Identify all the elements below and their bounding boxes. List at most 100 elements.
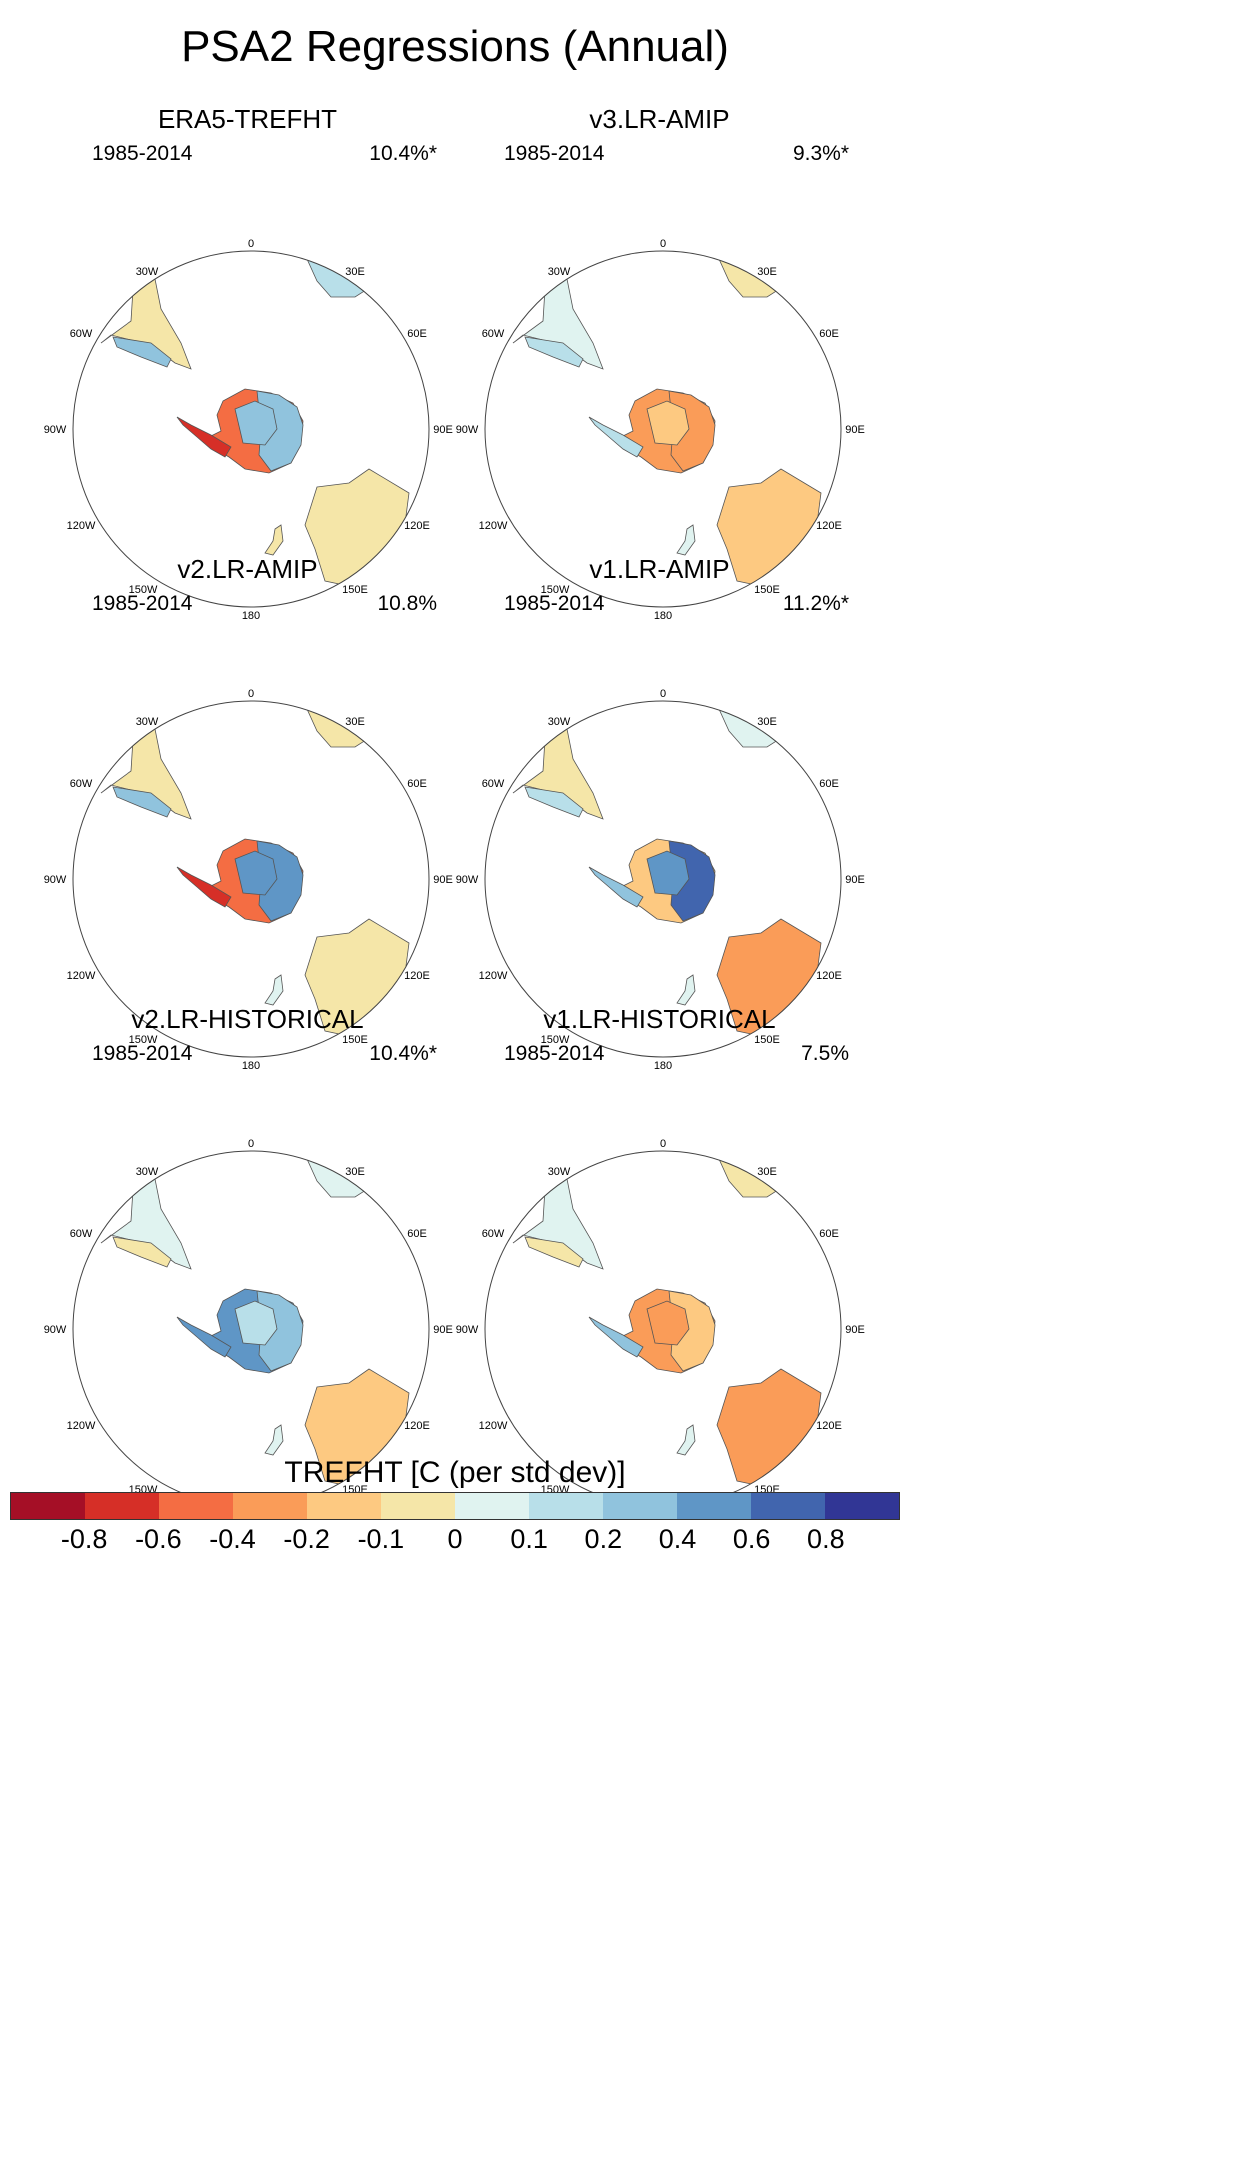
longitude-label: 60E: [407, 778, 427, 790]
map-panel: 0 30E 60E 90E 120E 150E 180 150W 120W 90W 60W 30W v1…: [432, 554, 887, 1074]
colorbar-labels: -0.8 -0.6 -0.4 -0.2 -0.1 0 0.1 0.2 0.4 0.6 0.8: [10, 1524, 900, 1564]
longitude-label: 90W: [456, 424, 479, 436]
variance-label: 10.4%*: [369, 1042, 437, 1065]
antarctic-interior-region: [646, 850, 690, 896]
longitude-label: 120W: [479, 1420, 508, 1432]
longitude-label: 90E: [845, 424, 865, 436]
colorbar-swatch: [233, 1493, 307, 1519]
period-label: 1985-2014: [504, 1042, 605, 1065]
longitude-label: 120W: [67, 520, 96, 532]
panel-title: v2.LR-AMIP: [177, 554, 318, 584]
longitude-label: 180: [654, 1060, 672, 1072]
longitude-label: 60E: [407, 1228, 427, 1240]
longitude-label: 90E: [845, 874, 865, 886]
variance-label: 9.3%*: [792, 142, 849, 165]
map-panel: 0 30E 60E 90E 120E 150E 180 150W 120W 90W 60W 30W v1…: [432, 1004, 887, 1524]
longitude-label: 150E: [342, 584, 368, 596]
longitude-label: 90W: [456, 1324, 479, 1336]
longitude-label: 120W: [479, 520, 508, 532]
longitude-label: 60W: [70, 778, 93, 790]
patagonia-region: [524, 1236, 584, 1268]
colorbar-tick-label: -0.6: [135, 1524, 182, 1554]
longitude-label: 30W: [136, 1166, 159, 1178]
variance-label: 10.8%: [377, 592, 437, 615]
longitude-label: 150E: [754, 1034, 780, 1046]
longitude-label: 60W: [482, 328, 505, 340]
variance-label: 11.2%*: [782, 592, 849, 615]
colorbar-swatch: [11, 1493, 85, 1519]
antarctic-interior-region: [234, 850, 278, 896]
longitude-label: 60E: [407, 328, 427, 340]
patagonia-region: [112, 1236, 172, 1268]
new-zealand-region: [264, 524, 284, 556]
new-zealand-region: [676, 974, 696, 1006]
new-zealand-region: [676, 524, 696, 556]
longitude-label: 150E: [342, 1034, 368, 1046]
longitude-label: 120E: [816, 520, 842, 532]
panel-title: v2.LR-HISTORICAL: [131, 1004, 364, 1034]
colorbar-tick-label: -0.2: [283, 1524, 330, 1554]
panel-title: v3.LR-AMIP: [589, 104, 730, 134]
map-panel: 0 30E 60E 90E 120E 150E 180 150W 120W 90W 60W 30W ER…: [20, 104, 475, 624]
longitude-label: 0: [660, 688, 666, 700]
longitude-label: 120E: [404, 1420, 430, 1432]
longitude-label: 120E: [404, 520, 430, 532]
longitude-label: 60E: [819, 1228, 839, 1240]
longitude-label: 120E: [816, 1420, 842, 1432]
variance-label: 10.4%*: [369, 142, 437, 165]
colorbar-tick-label: 0: [447, 1524, 463, 1554]
longitude-label: 90E: [433, 424, 453, 436]
map-boundary: [484, 700, 842, 1058]
patagonia-region: [524, 786, 584, 818]
longitude-label: 150E: [754, 584, 780, 596]
antarctic-peninsula-region: [588, 1316, 644, 1358]
period-label: 1985-2014: [92, 1042, 193, 1065]
colorbar-tick-label: 0.2: [584, 1524, 623, 1554]
period-label: 1985-2014: [504, 142, 605, 165]
period-label: 1985-2014: [92, 142, 193, 165]
antarctic-interior-region: [646, 1300, 690, 1346]
longitude-label: 180: [242, 1060, 260, 1072]
patagonia-region: [524, 336, 584, 368]
longitude-label: 30W: [548, 1166, 571, 1178]
longitude-label: 150W: [541, 584, 570, 596]
map-boundary: [484, 250, 842, 608]
colorbar-swatch: [307, 1493, 381, 1519]
map-panel: 0 30E 60E 90E 120E 150E 180 150W 120W 90W 60W 30W v3…: [432, 104, 887, 624]
colorbar-tick-label: 0.6: [732, 1524, 771, 1554]
antarctic-interior-region: [234, 400, 278, 446]
longitude-label: 90W: [44, 424, 67, 436]
new-zealand-region: [264, 1424, 284, 1456]
longitude-label: 60E: [819, 328, 839, 340]
longitude-label: 120W: [67, 970, 96, 982]
longitude-label: 90E: [845, 1324, 865, 1336]
longitude-label: 90W: [44, 1324, 67, 1336]
longitude-label: 0: [248, 1138, 254, 1150]
longitude-label: 120E: [404, 970, 430, 982]
colorbar-swatch: [825, 1493, 899, 1519]
longitude-label: 90W: [44, 874, 67, 886]
variance-label: 7.5%: [801, 1042, 849, 1065]
colorbar: [10, 1492, 900, 1520]
page-title: PSA2 Regressions (Annual): [181, 22, 729, 71]
longitude-label: 180: [654, 610, 672, 622]
antarctic-peninsula-region: [176, 866, 232, 908]
longitude-label: 60W: [70, 328, 93, 340]
longitude-label: 30E: [757, 266, 777, 278]
period-label: 1985-2014: [504, 592, 605, 615]
colorbar-swatch: [677, 1493, 751, 1519]
map-panel: 0 30E 60E 90E 120E 150E 180 150W 120W 90W 60W 30W v2…: [20, 554, 475, 1074]
antarctic-interior-region: [646, 400, 690, 446]
longitude-label: 30E: [345, 266, 365, 278]
longitude-label: 180: [242, 610, 260, 622]
colorbar-tick-label: 0.8: [807, 1524, 845, 1554]
colorbar-tick-label: -0.1: [357, 1524, 405, 1554]
antarctic-peninsula-region: [588, 866, 644, 908]
longitude-label: 60E: [819, 778, 839, 790]
